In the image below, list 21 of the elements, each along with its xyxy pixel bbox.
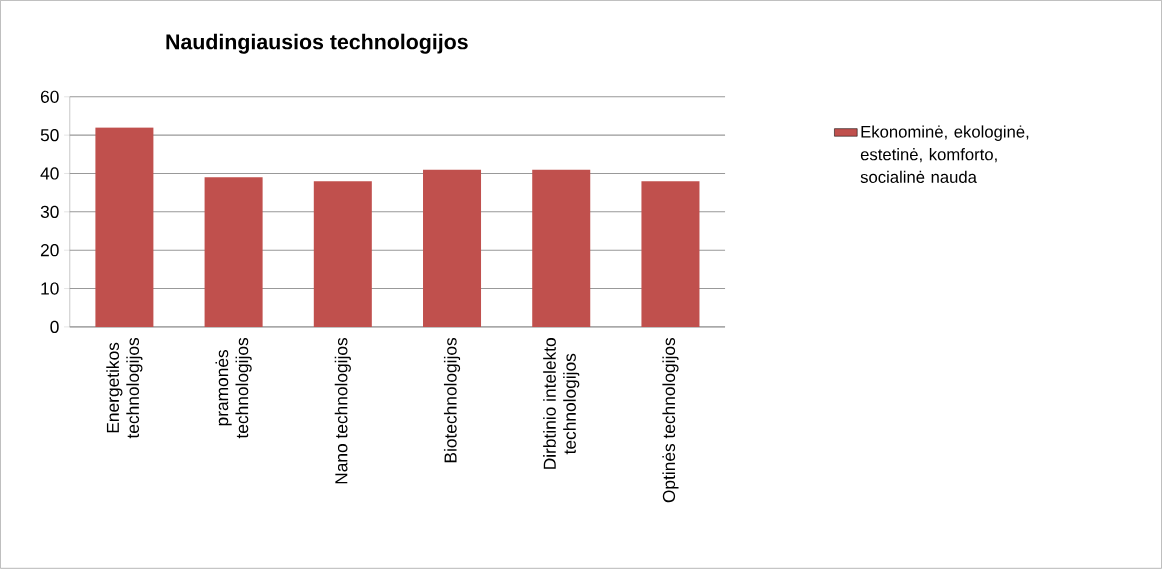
x-tick-label: Energetikos technologijos [106, 338, 143, 439]
bar [95, 127, 154, 328]
y-tick-label: 40 [40, 167, 59, 180]
bar [423, 169, 482, 328]
bar [313, 181, 372, 328]
y-tick-label: 10 [41, 282, 59, 295]
y-tick-label: 0 [50, 320, 59, 334]
y-tick-label: 20 [40, 244, 59, 257]
x-tick-label: pramonės technologijos [215, 338, 252, 439]
bar [641, 181, 700, 328]
y-tick-label: 60 [40, 90, 59, 104]
y-tick-label: 50 [40, 129, 59, 142]
chart-title: Naudingiausios technologijos [166, 33, 468, 54]
y-tick-label: 30 [40, 205, 59, 219]
x-tick-label: Dirbtinio intelekto technologijos [543, 338, 580, 470]
x-tick-label: Optinės technologijos [662, 338, 679, 503]
legend-label: Ekonominė, ekologinė, estetinė, komforto, socialinė nauda [860, 125, 1029, 184]
x-tick-label: Nano technologijos [334, 338, 351, 484]
bar [532, 169, 591, 328]
x-tick-label: Biotechnologijos [443, 338, 461, 463]
bar [204, 177, 263, 328]
